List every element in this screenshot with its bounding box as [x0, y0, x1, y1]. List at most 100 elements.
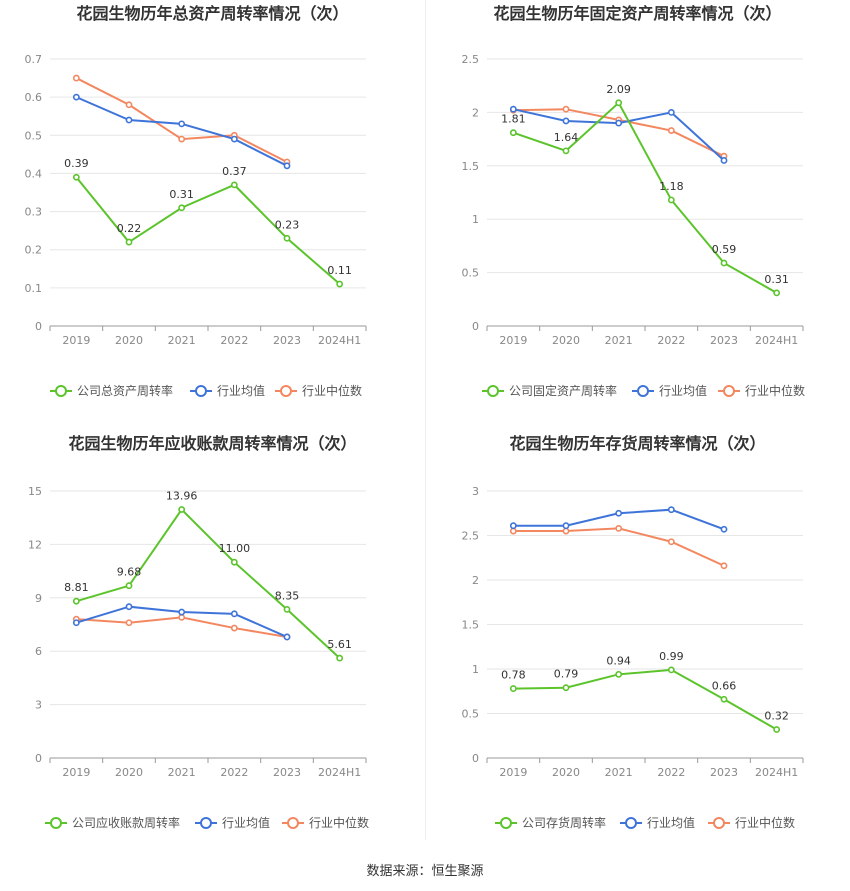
- data-source-note: 数据来源：恒生聚源: [366, 864, 484, 879]
- y-tick-label: 2: [472, 106, 479, 119]
- legend-item-avg[interactable]: 行业均值: [620, 815, 695, 830]
- data-point-company: [230, 181, 238, 189]
- y-tick-label: 1: [472, 213, 479, 226]
- y-tick-label: 6: [35, 645, 42, 658]
- data-point-company: [283, 234, 291, 242]
- chart-svg: 花园生物历年存货周转率情况（次） 0 0.5 1 1.5 2 2.5 3 2019 2020 202…: [462, 434, 804, 830]
- data-point-company: [509, 685, 517, 692]
- data-point-avg: [72, 93, 80, 101]
- series-line-avg: [75, 96, 288, 167]
- chart-svg: 花园生物历年总资产周转率情况（次） 0 0.1 0.2 0.3 0.4 0.5 0.6 0.7 2…: [25, 4, 367, 398]
- y-tick-label: 9: [35, 592, 42, 605]
- legend-label: 行业中位数: [735, 815, 795, 830]
- data-label: 0.31: [169, 188, 194, 201]
- series-line-company: [513, 668, 778, 731]
- data-point-company: [509, 129, 517, 137]
- legend-label: 行业中位数: [745, 383, 805, 398]
- data-point-company: [562, 147, 570, 155]
- data-point-avg: [667, 506, 675, 514]
- y-tick-label: 2.5: [462, 53, 480, 66]
- data-point-company: [178, 204, 186, 212]
- y-tick-label: 0.5: [462, 267, 480, 280]
- chart-panel-inventory-turnover: 花园生物历年存货周转率情况（次） 0 0.5 1 1.5 2 2.5 3 2019 2020 202…: [425, 430, 850, 860]
- y-tick-label: 0.6: [25, 91, 43, 104]
- chart-title: 花园生物历年总资产周转率情况（次）: [76, 4, 348, 23]
- legend-marker: [287, 817, 299, 829]
- data-label: 0.59: [712, 243, 737, 256]
- legend-label: 行业均值: [647, 815, 695, 830]
- data-label: 0.66: [712, 679, 737, 692]
- data-label: 0.11: [327, 264, 352, 277]
- x-tick-label: 2024H1: [755, 334, 798, 347]
- data-point-avg: [562, 117, 570, 125]
- data-point-median: [125, 101, 133, 109]
- data-point-median: [562, 527, 570, 535]
- data-point-company: [615, 670, 623, 678]
- y-tick-label: 12: [28, 538, 42, 551]
- legend-marker: [625, 817, 637, 829]
- data-point-median: [125, 619, 133, 627]
- chart-panel-fixed-asset-turnover: 花园生物历年固定资产周转率情况（次） 0 0.5 1 1.5 2 2.5 2019 2020 20…: [425, 0, 850, 430]
- y-tick-label: 0: [35, 320, 42, 333]
- x-tick-label: 2022: [220, 766, 248, 779]
- data-point-median: [720, 562, 728, 570]
- data-point-median: [178, 135, 186, 143]
- data-point-avg: [720, 525, 728, 533]
- legend-marker: [50, 817, 62, 829]
- x-tick-label: 2022: [657, 766, 685, 779]
- x-tick-label: 2024H1: [755, 766, 798, 779]
- legend-marker: [200, 817, 212, 829]
- data-point-avg: [615, 509, 623, 517]
- x-tick-label: 2021: [168, 334, 196, 347]
- chart-svg: 花园生物历年固定资产周转率情况（次） 0 0.5 1 1.5 2 2.5 2019 2020 20…: [462, 4, 806, 398]
- chart-title: 花园生物历年固定资产周转率情况（次）: [493, 4, 781, 23]
- y-tick-label: 1: [472, 663, 479, 676]
- data-label: 11.00: [219, 542, 251, 555]
- x-tick-label: 2019: [499, 766, 527, 779]
- data-point-company: [178, 506, 186, 513]
- data-point-company: [72, 597, 80, 605]
- data-label: 0.37: [222, 165, 247, 178]
- y-tick-label: 0.5: [462, 708, 480, 721]
- data-point-avg: [283, 162, 291, 170]
- y-tick-label: 3: [35, 699, 42, 712]
- legend-label: 行业中位数: [309, 815, 369, 830]
- legend-item-avg[interactable]: 行业均值: [190, 383, 265, 398]
- x-tick-label: 2020: [115, 334, 143, 347]
- x-tick-label: 2022: [220, 334, 248, 347]
- data-point-company: [336, 280, 344, 288]
- legend-item-avg[interactable]: 行业均值: [632, 383, 707, 398]
- legend-label: 行业均值: [659, 383, 707, 398]
- data-point-avg: [125, 116, 133, 124]
- data-point-median: [509, 527, 517, 535]
- legend-item-median[interactable]: 行业中位数: [718, 383, 805, 398]
- legend-label: 行业均值: [217, 383, 265, 398]
- data-point-median: [178, 613, 186, 621]
- data-label: 0.23: [275, 218, 300, 231]
- data-point-company: [125, 582, 133, 590]
- data-point-avg: [509, 522, 517, 530]
- data-label: 13.96: [166, 490, 198, 503]
- x-tick-label: 2021: [605, 334, 633, 347]
- legend-item-median[interactable]: 行业中位数: [708, 815, 795, 830]
- legend-item-avg[interactable]: 行业均值: [195, 815, 270, 830]
- x-tick-label: 2023: [273, 766, 301, 779]
- data-label: 1.18: [659, 180, 684, 193]
- legend-item-company[interactable]: 公司固定资产周转率: [482, 383, 617, 398]
- data-point-avg: [283, 633, 291, 641]
- data-point-company: [283, 605, 291, 613]
- data-label: 0.39: [64, 157, 89, 170]
- legend-label: 公司固定资产周转率: [509, 383, 617, 398]
- legend-item-median[interactable]: 行业中位数: [282, 815, 369, 830]
- legend-item-company[interactable]: 公司存货周转率: [495, 815, 606, 830]
- chart-panel-receivables-turnover: 花园生物历年应收账款周转率情况（次） 0 3 6 9 12 15 2019 2020 2021 20…: [0, 430, 425, 860]
- data-point-company: [773, 289, 781, 297]
- data-point-avg: [72, 619, 80, 627]
- legend-item-company[interactable]: 公司总资产周转率: [50, 383, 173, 398]
- data-point-company: [336, 654, 344, 662]
- legend-item-company[interactable]: 公司应收账款周转率: [45, 815, 180, 830]
- data-point-median: [667, 538, 675, 546]
- y-tick-label: 0.1: [25, 282, 43, 295]
- legend-item-median[interactable]: 行业中位数: [275, 383, 362, 398]
- data-point-company: [667, 196, 675, 204]
